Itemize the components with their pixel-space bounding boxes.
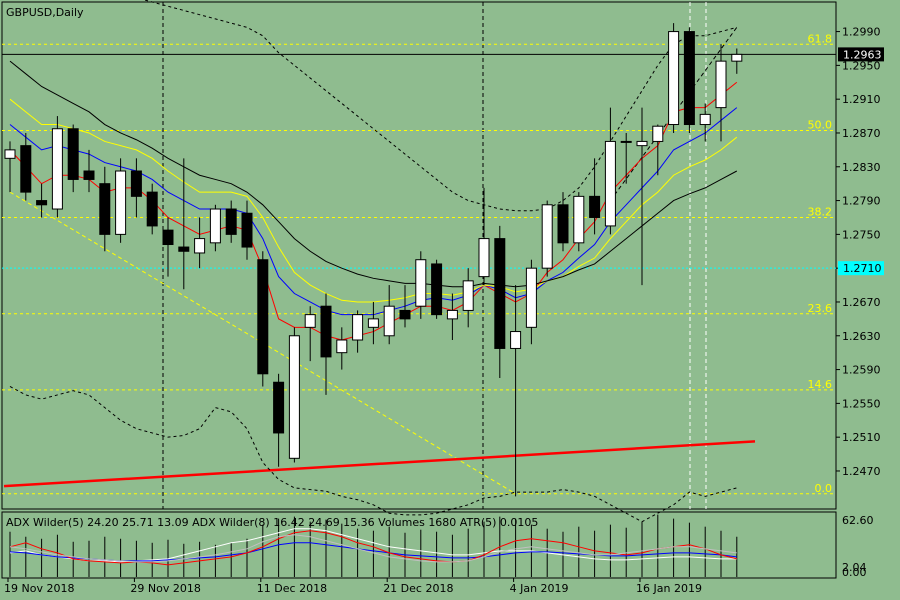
candle-body bbox=[668, 31, 680, 126]
candle-body bbox=[4, 149, 16, 159]
symbol-title: GBPUSD,Daily bbox=[6, 6, 84, 19]
price-axis-label: 1.2790 bbox=[842, 195, 881, 208]
candle-body bbox=[415, 259, 427, 307]
candle-body bbox=[288, 335, 300, 459]
date-axis-label: 4 Jan 2019 bbox=[510, 582, 569, 595]
price-axis-label: 1.2630 bbox=[842, 330, 881, 343]
current-price-tag bbox=[838, 47, 884, 62]
candle-body bbox=[589, 195, 601, 218]
candle-body bbox=[352, 314, 364, 341]
main-price-panel: 61.8 50.0 38.2 23.6 14.6 0.0 bbox=[2, 0, 836, 523]
candle-body bbox=[557, 204, 569, 244]
date-axis-label: 21 Dec 2018 bbox=[383, 582, 453, 595]
date-axis-label: 29 Nov 2018 bbox=[130, 582, 200, 595]
candle-body bbox=[115, 170, 127, 235]
indicator-axis-label: 2.04 bbox=[842, 561, 867, 574]
candle-body bbox=[541, 204, 553, 269]
candle-body bbox=[20, 145, 32, 193]
candle-body bbox=[525, 267, 537, 328]
date-axis-label: 16 Jan 2019 bbox=[636, 582, 702, 595]
indicator-red-line bbox=[9, 530, 737, 566]
price-axis-label: 1.2870 bbox=[842, 127, 881, 140]
fib-level-label: 38.2 bbox=[808, 205, 833, 218]
indicator-axis-label: 62.60 bbox=[842, 514, 874, 527]
price-axis-label: 1.2590 bbox=[842, 364, 881, 377]
price-axis-label: 1.2950 bbox=[842, 59, 881, 72]
fib-level-label: 61.8 bbox=[808, 32, 833, 45]
candle-body bbox=[194, 238, 206, 254]
candle-body bbox=[130, 170, 142, 197]
cyan-price-tag bbox=[838, 261, 884, 276]
candle-body bbox=[383, 305, 395, 337]
cyan-price-label: 1.2710 bbox=[843, 262, 882, 275]
candle-body bbox=[336, 339, 348, 354]
candle-body bbox=[636, 140, 648, 147]
candle-body bbox=[225, 208, 237, 235]
candle-body bbox=[431, 263, 443, 316]
adx8-line bbox=[9, 542, 737, 562]
candle-body bbox=[273, 381, 285, 434]
price-axis-label: 1.2750 bbox=[842, 228, 881, 241]
price-axis-label: 1.2830 bbox=[842, 161, 881, 174]
price-axis-label: 1.2470 bbox=[842, 465, 881, 478]
candle-body bbox=[99, 183, 111, 235]
red-trend-line bbox=[3, 440, 756, 488]
candle-body bbox=[83, 170, 95, 180]
candle-body bbox=[699, 113, 711, 126]
indicator-panel-frame bbox=[1, 511, 837, 579]
candle-body bbox=[604, 140, 616, 227]
candle-body bbox=[36, 200, 48, 206]
indicator-legend: ADX Wilder(5) 24.20 25.71 13.09 ADX Wild… bbox=[6, 516, 538, 529]
candle-body bbox=[178, 246, 190, 252]
price-axis-label: 1.2550 bbox=[842, 397, 881, 410]
candle-body bbox=[462, 280, 474, 311]
price-axis-label: 1.2910 bbox=[842, 93, 881, 106]
moving-average-line bbox=[9, 60, 738, 288]
candle-body bbox=[399, 309, 411, 320]
candle-body bbox=[731, 53, 743, 62]
candle-body bbox=[146, 191, 158, 227]
candle-body bbox=[652, 125, 664, 142]
fib-level-label: 23.6 bbox=[808, 302, 833, 315]
candle-body bbox=[715, 60, 727, 109]
price-axis-label: 1.2990 bbox=[842, 26, 881, 39]
date-axis-label: 19 Nov 2018 bbox=[4, 582, 74, 595]
price-axis-label: 1.2670 bbox=[842, 296, 881, 309]
candle-body bbox=[209, 208, 221, 244]
candle-body bbox=[573, 195, 585, 244]
candle-body bbox=[51, 128, 63, 210]
candle-body bbox=[510, 331, 522, 349]
candle-body bbox=[241, 212, 253, 248]
fib-level-label: 14.6 bbox=[808, 378, 833, 391]
candle-body bbox=[494, 238, 506, 349]
envelope-lower-line bbox=[9, 386, 737, 523]
adx5-line bbox=[9, 534, 737, 563]
current-price-label: 1.2963 bbox=[843, 48, 882, 61]
axis-labels: 1.2990 1.2950 1.2910 1.2870 1.2830 1.2790 1.27… bbox=[4, 26, 884, 595]
indicator-panel: 62.60 2.040.00 bbox=[9, 514, 874, 579]
fib-level-label: 50.0 bbox=[808, 118, 833, 131]
fib-level-label: 0.0 bbox=[815, 482, 833, 495]
candle-body bbox=[367, 318, 379, 328]
candle-body bbox=[683, 31, 695, 126]
main-panel-frame bbox=[1, 1, 837, 510]
candle-body bbox=[320, 305, 332, 358]
candle-body bbox=[304, 314, 316, 328]
date-axis-label: 11 Dec 2018 bbox=[257, 582, 327, 595]
candle-body bbox=[257, 259, 269, 375]
candle-body bbox=[478, 238, 490, 278]
candle-body bbox=[67, 128, 79, 180]
candle-body bbox=[620, 140, 632, 143]
indicator-axis-label: 0.00 bbox=[842, 566, 867, 579]
price-axis-label: 1.2510 bbox=[842, 431, 881, 444]
envelope-upper-line bbox=[142, 0, 737, 212]
candle-body bbox=[446, 309, 458, 320]
candle-body bbox=[162, 229, 174, 246]
